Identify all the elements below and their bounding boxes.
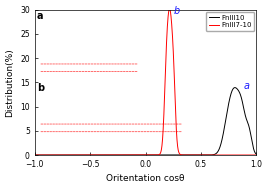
Line: FnIII10: FnIII10 [35,88,256,155]
FnIII10 [33,154,36,156]
FnIII10 [194,154,198,156]
FnIII7-10 [248,154,251,156]
FnIII10 [126,154,129,156]
Legend: FnIII10, FnIII7-10: FnIII10, FnIII7-10 [206,12,254,31]
FnIII10 [139,154,142,156]
FnIII7-10 [33,154,36,156]
Text: a: a [243,81,250,91]
FnIII10 [248,128,251,130]
Line: FnIII7-10: FnIII7-10 [35,9,256,155]
FnIII10 [237,90,240,92]
FnIII10 [233,86,237,89]
FnIII7-10 [255,154,258,156]
FnIII7-10 [126,154,129,156]
FnIII7-10 [237,154,240,156]
FnIII7-10 [128,154,131,156]
FnIII7-10 [139,154,142,156]
X-axis label: Oritentation cosθ: Oritentation cosθ [106,174,185,184]
Text: b: b [174,5,180,15]
FnIII10 [128,154,131,156]
Text: b: b [37,83,44,93]
Text: a: a [37,11,43,21]
FnIII7-10 [168,8,171,10]
FnIII10 [255,153,258,155]
FnIII7-10 [194,154,198,156]
Y-axis label: Distribution(%): Distribution(%) [6,48,14,117]
